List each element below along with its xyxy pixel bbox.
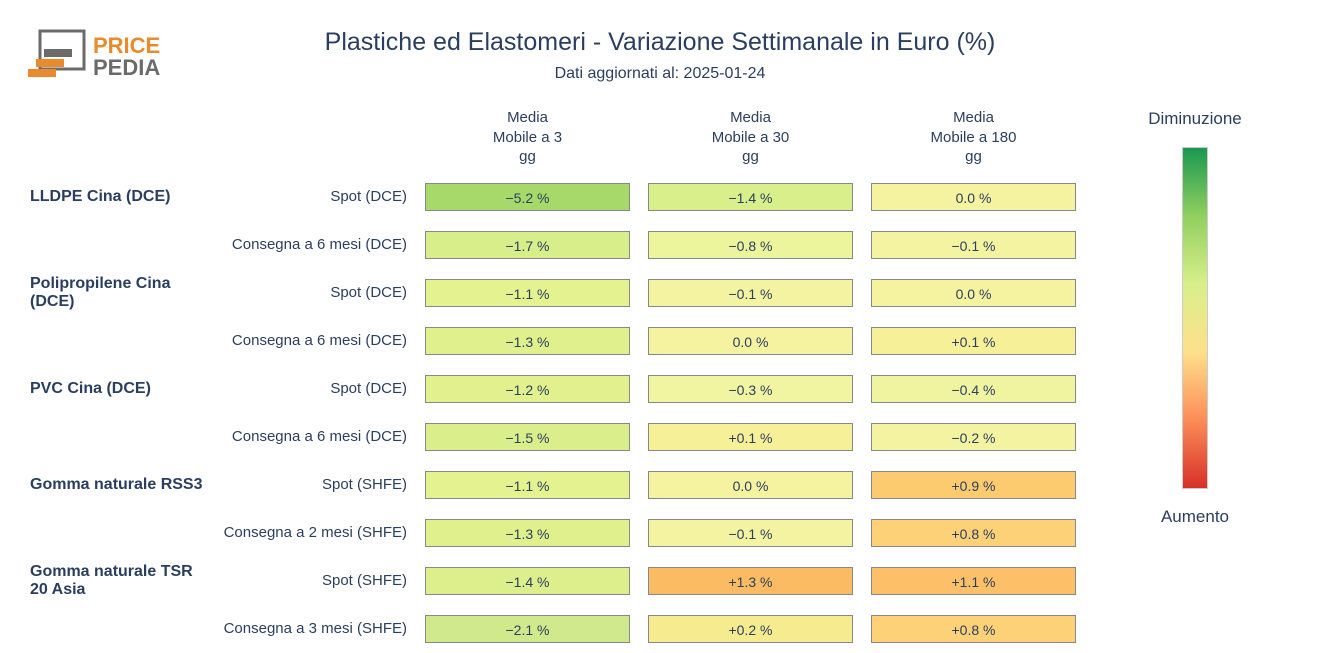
- sub-label: Spot (DCE): [205, 284, 425, 301]
- cell: −0.2 %: [871, 423, 1076, 451]
- cell: +0.1 %: [648, 423, 853, 451]
- page-title: Plastiche ed Elastomeri - Variazione Set…: [0, 28, 1320, 57]
- cell: −1.2 %: [425, 375, 630, 403]
- cell: −1.4 %: [648, 183, 853, 211]
- cell: −1.4 %: [425, 567, 630, 595]
- sub-label: Spot (SHFE): [205, 476, 425, 493]
- cell: −1.5 %: [425, 423, 630, 451]
- cell: −1.3 %: [425, 519, 630, 547]
- cell: −0.4 %: [871, 375, 1076, 403]
- sub-label: Spot (SHFE): [205, 572, 425, 589]
- sub-label: Consegna a 2 mesi (SHFE): [205, 524, 425, 541]
- cell: 0.0 %: [648, 327, 853, 355]
- cell: 0.0 %: [871, 279, 1076, 307]
- legend-top-label: Diminuzione: [1130, 109, 1260, 129]
- cell: +0.8 %: [871, 519, 1076, 547]
- cell: −5.2 %: [425, 183, 630, 211]
- spacer: [30, 108, 205, 167]
- group-label: LLDPE Cina (DCE): [30, 188, 205, 206]
- rows-container: LLDPE Cina (DCE)Spot (DCE)−5.2 %−1.4 %0.…: [30, 173, 1110, 653]
- spacer: [205, 108, 425, 167]
- table-row: Consegna a 3 mesi (SHFE)−2.1 % +0.2 % +0.8…: [30, 605, 1110, 653]
- cell: 0.0 %: [648, 471, 853, 499]
- heatmap-table: MediaMobile a 3gg MediaMobile a 30gg Media…: [30, 108, 1110, 653]
- sub-label: Spot (DCE): [205, 188, 425, 205]
- sub-label: Consegna a 6 mesi (DCE): [205, 428, 425, 445]
- group-label: Polipropilene Cina (DCE): [30, 275, 205, 311]
- logo: PRICE PEDIA: [28, 25, 193, 90]
- column-headers-row: MediaMobile a 3gg MediaMobile a 30gg Media…: [30, 108, 1110, 167]
- cell: −1.1 %: [425, 279, 630, 307]
- table-row: Consegna a 6 mesi (DCE)−1.3 % 0.0 % +0.1 %: [30, 317, 1110, 365]
- table-row: PVC Cina (DCE)Spot (DCE)−1.2 % −0.3 % −0.4…: [30, 365, 1110, 413]
- cell: −1.1 %: [425, 471, 630, 499]
- column-header-1: MediaMobile a 30gg: [648, 108, 853, 167]
- cell: 0.0 %: [871, 183, 1076, 211]
- cell: −1.7 %: [425, 231, 630, 259]
- cell: −0.1 %: [648, 279, 853, 307]
- cell: +0.2 %: [648, 615, 853, 643]
- table-row: Gomma naturale RSS3Spot (SHFE)−1.1 % 0.0 …: [30, 461, 1110, 509]
- cell: +1.3 %: [648, 567, 853, 595]
- sub-label: Consegna a 6 mesi (DCE): [205, 332, 425, 349]
- logo-svg: PRICE PEDIA: [28, 25, 193, 85]
- cell: +0.1 %: [871, 327, 1076, 355]
- cell: −1.3 %: [425, 327, 630, 355]
- cell: −0.8 %: [648, 231, 853, 259]
- cell: −2.1 %: [425, 615, 630, 643]
- cell: +0.8 %: [871, 615, 1076, 643]
- cell: +0.9 %: [871, 471, 1076, 499]
- column-header-0: MediaMobile a 3gg: [425, 108, 630, 167]
- logo-text-bottom: PEDIA: [93, 55, 160, 80]
- column-headers: MediaMobile a 3gg MediaMobile a 30gg Media…: [425, 108, 1094, 167]
- table-row: Polipropilene Cina (DCE)Spot (DCE)−1.1 %…: [30, 269, 1110, 317]
- table-row: Gomma naturale TSR 20 AsiaSpot (SHFE)−1.…: [30, 557, 1110, 605]
- sub-label: Consegna a 3 mesi (SHFE): [205, 620, 425, 637]
- cell: −0.1 %: [648, 519, 853, 547]
- sub-label: Spot (DCE): [205, 380, 425, 397]
- gradient-bar: [1182, 147, 1208, 489]
- group-label: PVC Cina (DCE): [30, 380, 205, 398]
- cell: −0.1 %: [871, 231, 1076, 259]
- cell: −0.3 %: [648, 375, 853, 403]
- legend-bottom-label: Aumento: [1130, 507, 1260, 527]
- table-row: Consegna a 6 mesi (DCE)−1.5 % +0.1 % −0.2 …: [30, 413, 1110, 461]
- table-row: LLDPE Cina (DCE)Spot (DCE)−5.2 % −1.4 % 0.…: [30, 173, 1110, 221]
- table-row: Consegna a 2 mesi (SHFE)−1.3 % −0.1 % +0.8…: [30, 509, 1110, 557]
- cell: +1.1 %: [871, 567, 1076, 595]
- group-label: Gomma naturale RSS3: [30, 476, 205, 494]
- sub-label: Consegna a 6 mesi (DCE): [205, 236, 425, 253]
- table-row: Consegna a 6 mesi (DCE)−1.7 % −0.8 % −0.1 …: [30, 221, 1110, 269]
- color-legend: Diminuzione Aumento: [1130, 105, 1260, 531]
- column-header-2: MediaMobile a 180gg: [871, 108, 1076, 167]
- page-subtitle: Dati aggiornati al: 2025-01-24: [0, 65, 1320, 83]
- group-label: Gomma naturale TSR 20 Asia: [30, 563, 205, 599]
- header: Plastiche ed Elastomeri - Variazione Set…: [0, 0, 1320, 83]
